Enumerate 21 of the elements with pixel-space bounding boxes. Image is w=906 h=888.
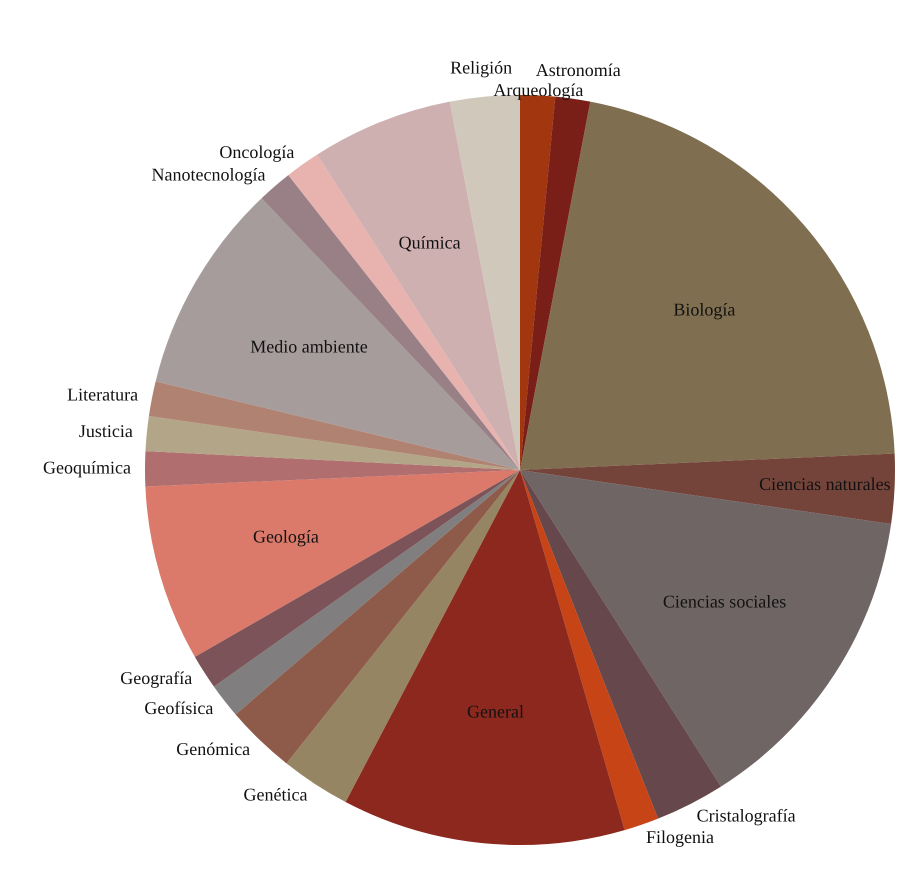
slice-label: Geografía <box>120 668 192 688</box>
slice-label: Geoquímica <box>43 458 131 478</box>
slice-label: Ciencias naturales <box>759 474 891 494</box>
slice-label: Geología <box>252 526 319 547</box>
slice-label: Genética <box>243 784 308 805</box>
slice-label: Astronomía <box>536 60 621 80</box>
slice-label: Cristalografía <box>696 805 796 826</box>
slice-label: Nanotecnología <box>152 164 266 185</box>
slice-label: Arqueología <box>493 80 584 100</box>
slice-label: Química <box>398 232 461 252</box>
slice-label: Oncología <box>219 142 294 162</box>
slice-label: Justicia <box>78 420 133 441</box>
slice-label: Literatura <box>67 384 138 405</box>
slice-label: Filogenia <box>646 826 714 847</box>
slice-label: Biología <box>673 299 736 320</box>
slice-label: Geofísica <box>144 698 214 718</box>
slice-label: Medio ambiente <box>250 336 368 357</box>
slice-label: Genómica <box>176 738 250 759</box>
slice-label: General <box>467 701 524 722</box>
slice-label: Religión <box>450 58 512 78</box>
slice-label: Ciencias sociales <box>662 591 786 612</box>
